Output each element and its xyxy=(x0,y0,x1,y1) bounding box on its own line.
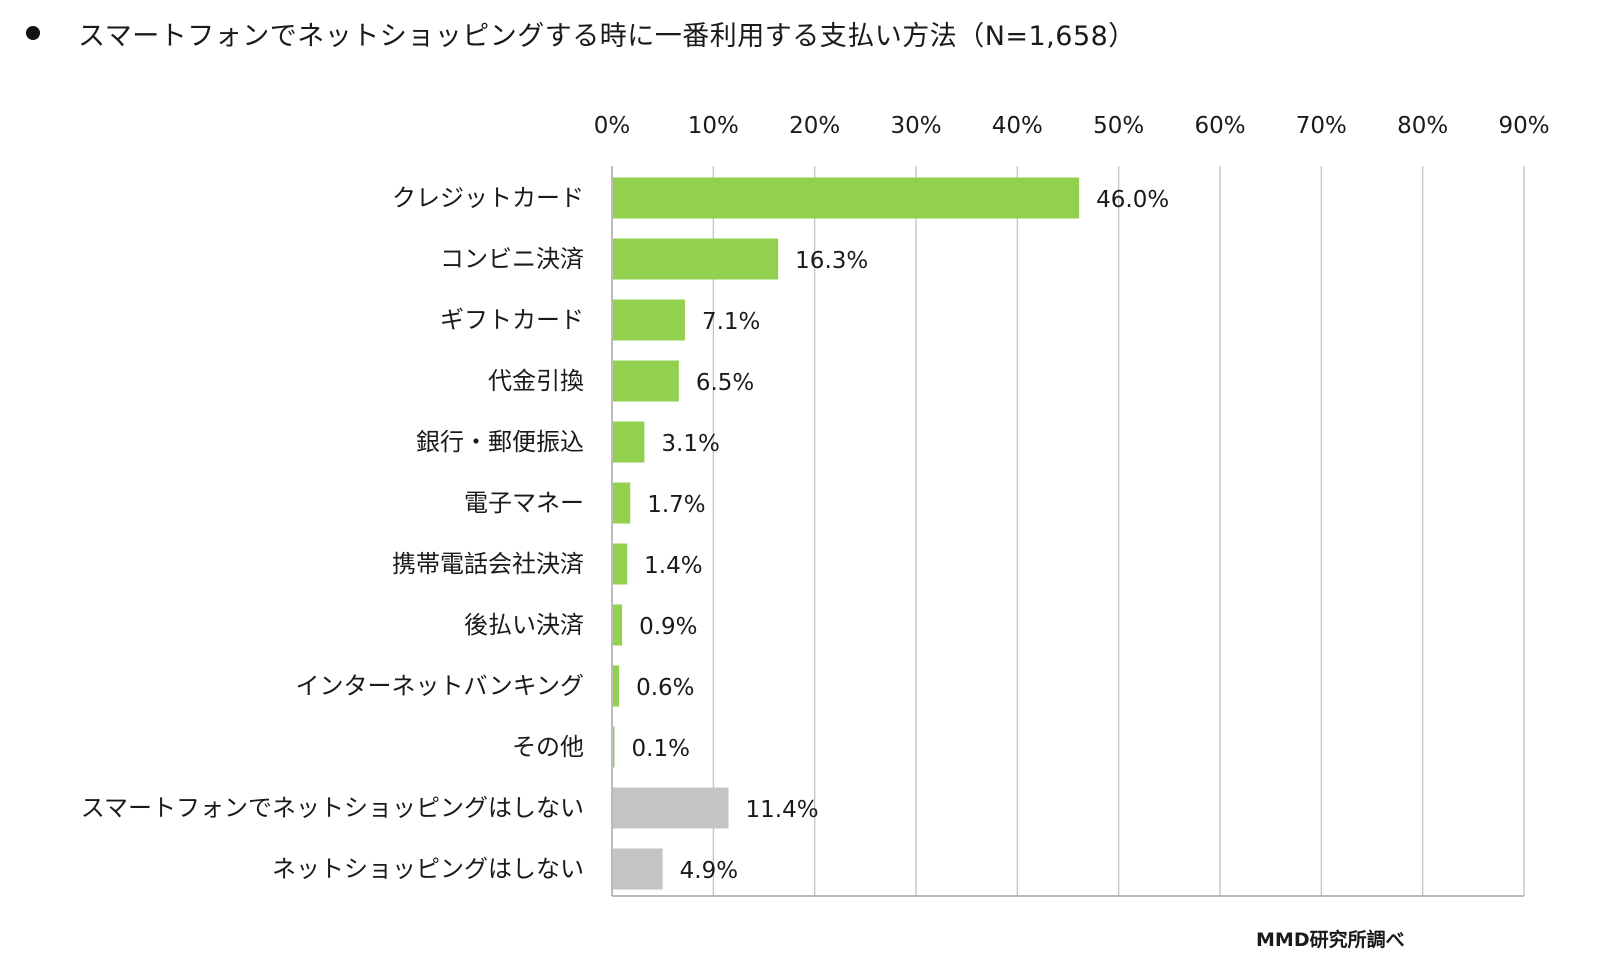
x-tick-label: 90% xyxy=(1498,113,1549,139)
data-label: 11.4% xyxy=(746,797,819,823)
category-label: 後払い決済 xyxy=(464,611,584,639)
category-label: コンビニ決済 xyxy=(440,245,584,273)
x-tick-label: 50% xyxy=(1093,113,1144,139)
data-label: 3.1% xyxy=(661,431,719,457)
data-label: 7.1% xyxy=(702,309,760,335)
bar xyxy=(613,482,631,524)
bar xyxy=(613,360,679,402)
category-label: インターネットバンキング xyxy=(296,672,584,700)
x-tick-label: 80% xyxy=(1397,113,1448,139)
data-label: 4.9% xyxy=(680,858,738,884)
data-label: 46.0% xyxy=(1096,187,1169,213)
bar xyxy=(613,726,615,768)
data-label: 1.7% xyxy=(647,492,705,518)
x-tick-label: 70% xyxy=(1296,113,1347,139)
category-label: その他 xyxy=(512,733,584,761)
title-text: スマートフォンでネットショッピングする時に一番利用する支払い方法（N=1,658… xyxy=(78,20,1136,52)
x-tick-label: 30% xyxy=(890,113,941,139)
data-label: 16.3% xyxy=(795,248,868,274)
data-label: 1.4% xyxy=(644,553,702,579)
bar xyxy=(613,543,628,585)
x-tick-label: 20% xyxy=(789,113,840,139)
category-label: 銀行・郵便振込 xyxy=(416,428,584,456)
bar xyxy=(613,848,663,890)
category-label: ネットショッピングはしない xyxy=(272,855,584,883)
category-label: クレジットカード xyxy=(392,184,584,212)
bar xyxy=(613,787,729,829)
data-label: 0.1% xyxy=(632,736,690,762)
x-tick-label: 40% xyxy=(992,113,1043,139)
source-credit: MMD研究所調べ xyxy=(1256,929,1405,951)
title-bullet xyxy=(26,26,40,40)
bar xyxy=(613,299,685,341)
data-label: 0.6% xyxy=(636,675,694,701)
x-tick-label: 10% xyxy=(688,113,739,139)
bar xyxy=(613,604,623,646)
data-label: 0.9% xyxy=(639,614,697,640)
chart-title: スマートフォンでネットショッピングする時に一番利用する支払い方法（N=1,658… xyxy=(26,8,1136,58)
x-tick-label: 60% xyxy=(1194,113,1245,139)
data-label: 6.5% xyxy=(696,370,754,396)
bar xyxy=(613,665,620,707)
x-tick-label: 0% xyxy=(594,113,631,139)
bar xyxy=(613,177,1080,219)
bar xyxy=(613,421,645,463)
category-label: 代金引換 xyxy=(488,367,584,395)
category-label: ギフトカード xyxy=(440,306,584,334)
category-label: 携帯電話会社決済 xyxy=(392,550,584,578)
bar xyxy=(613,238,779,280)
category-label: 電子マネー xyxy=(464,489,584,517)
category-label: スマートフォンでネットショッピングはしない xyxy=(81,794,584,822)
